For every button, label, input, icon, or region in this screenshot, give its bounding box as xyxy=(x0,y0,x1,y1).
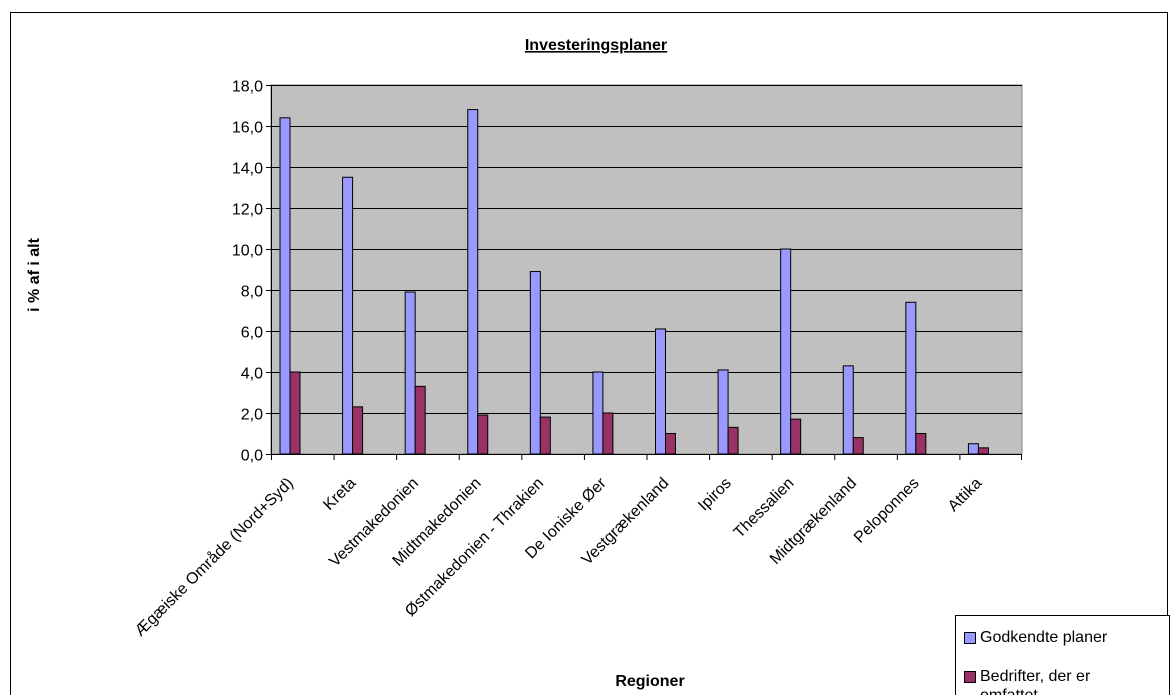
bar-godkendte xyxy=(842,365,854,455)
chart-title: Investeringsplaner xyxy=(525,37,667,54)
x-category-label: Attika xyxy=(945,475,985,515)
bar-godkendte xyxy=(342,176,354,455)
y-tick-label: 18,0 xyxy=(232,79,263,96)
bar-godkendte xyxy=(780,248,792,455)
y-tick-label: 10,0 xyxy=(232,243,263,260)
bar-bedrifter xyxy=(727,426,739,455)
x-category-label: Kreta xyxy=(320,475,359,514)
bar-bedrifter xyxy=(539,416,551,455)
bar-bedrifter xyxy=(790,418,802,455)
x-category-label: Ægæiske Område (Nord+Syd) xyxy=(131,474,297,640)
bar-godkendte xyxy=(592,371,604,455)
bar-bedrifter xyxy=(977,447,989,455)
plot-area: 0,0 2,0 4,0 6,0 8,0 10,0 12,0 14,0 16,0 18,0 Ægæis… xyxy=(131,79,1023,640)
bar-godkendte xyxy=(529,271,541,455)
bar-bedrifter xyxy=(915,433,927,455)
legend-label-bedrifter: Bedrifter, der er omfattet xyxy=(980,668,1091,695)
y-axis-title: i % af i alt xyxy=(26,237,43,311)
legend: Godkendte planer Bedrifter, der er omfat… xyxy=(955,615,1170,695)
bar-bedrifter xyxy=(665,433,676,455)
bar-godkendte xyxy=(967,443,979,455)
x-axis-title: Regioner xyxy=(615,673,684,690)
x-category-label: Thessalien xyxy=(731,475,798,542)
legend-item-bedrifter: Bedrifter, der er omfattet xyxy=(964,667,1150,695)
plot-background xyxy=(270,84,1023,455)
bar-godkendte xyxy=(279,117,291,455)
bar-godkendte xyxy=(467,109,479,455)
y-tick-label: 8,0 xyxy=(241,284,263,301)
bar-bedrifter xyxy=(852,437,864,455)
legend-swatch-bedrifter xyxy=(964,671,976,683)
y-tick-label: 4,0 xyxy=(241,366,263,383)
legend-label-godkendte: Godkendte planer xyxy=(980,629,1108,646)
bar-godkendte xyxy=(717,369,729,455)
y-tick-label: 12,0 xyxy=(232,202,263,219)
y-tick-label: 0,0 xyxy=(241,448,263,465)
bar-godkendte xyxy=(404,291,416,455)
bar-bedrifter xyxy=(352,406,364,455)
bar-bedrifter xyxy=(289,371,301,455)
y-tick-label: 2,0 xyxy=(241,407,263,424)
legend-item-godkendte: Godkendte planer xyxy=(964,628,1150,647)
bar-bedrifter xyxy=(602,412,614,455)
legend-swatch-godkendte xyxy=(964,632,976,644)
y-tick-label: 16,0 xyxy=(232,120,263,137)
x-category-label: Ipiros xyxy=(695,475,735,515)
x-category-label: Peloponnes xyxy=(851,475,923,547)
bar-bedrifter xyxy=(477,414,489,455)
y-tick-label: 6,0 xyxy=(241,325,263,342)
y-tick-label: 14,0 xyxy=(232,161,263,178)
bar-godkendte xyxy=(655,328,666,455)
bar-godkendte xyxy=(905,301,917,455)
bar-bedrifter xyxy=(414,385,426,455)
